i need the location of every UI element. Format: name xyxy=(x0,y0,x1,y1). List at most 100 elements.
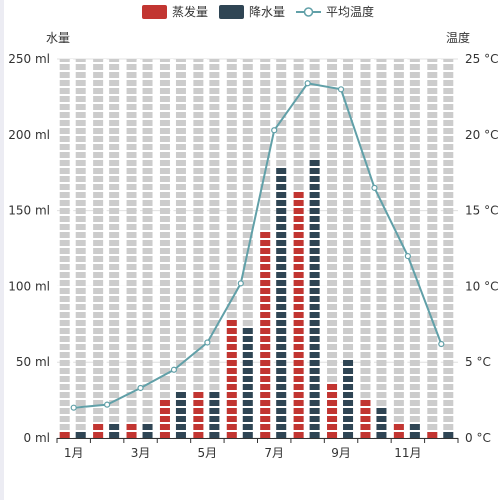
segment-gap xyxy=(57,174,458,176)
column-gap xyxy=(437,59,441,438)
temperature-point xyxy=(70,404,77,411)
column-gap xyxy=(270,59,274,438)
segment-gap xyxy=(57,302,458,304)
segment-gap xyxy=(57,246,458,248)
left-tick-label: 200 ml xyxy=(8,128,50,142)
segment-gap xyxy=(57,366,458,368)
temperature-point xyxy=(404,252,411,260)
segment-gap xyxy=(57,166,458,168)
background-bar xyxy=(409,59,420,438)
segment-gap xyxy=(57,94,458,96)
background-bar xyxy=(376,59,387,438)
segment-gap xyxy=(57,358,458,360)
right-tick-label: 5 °C xyxy=(465,355,491,369)
left-axis-title: 水量 xyxy=(46,31,70,45)
segment-gap xyxy=(57,78,458,80)
evaporation-bar xyxy=(226,320,237,438)
background-bar xyxy=(75,59,86,438)
column-gap xyxy=(404,59,408,438)
column-gap xyxy=(237,59,241,438)
segment-gap xyxy=(57,414,458,416)
segment-gap xyxy=(57,126,458,128)
evaporation-bar xyxy=(159,400,170,438)
segment-gap xyxy=(57,190,458,192)
segment-gap xyxy=(57,390,458,392)
segment-gap xyxy=(57,278,458,280)
segment-gap xyxy=(57,102,458,104)
background-bar xyxy=(443,59,454,438)
background-bar xyxy=(427,59,438,438)
right-tick-label: 10 °C xyxy=(465,279,498,293)
segment-gap xyxy=(57,382,458,384)
temperature-point xyxy=(204,339,211,346)
background-bar xyxy=(126,59,137,438)
temperature-point xyxy=(337,86,345,93)
segment-gap xyxy=(57,262,458,264)
temperature-point xyxy=(371,184,378,191)
legend-evaporation-label: 蒸发量 xyxy=(172,4,208,19)
segment-gap xyxy=(57,134,458,136)
segment-gap xyxy=(57,350,458,352)
right-tick-label: 0 °C xyxy=(465,431,491,445)
temperature-point xyxy=(304,80,311,87)
evaporation-bar xyxy=(59,432,70,438)
segment-gap xyxy=(57,422,458,424)
background-bar xyxy=(109,59,120,438)
precipitation-bar xyxy=(309,160,320,438)
left-tick-label: 50 ml xyxy=(16,355,50,369)
background-bar xyxy=(193,59,204,438)
legend-temperature-label: 平均温度 xyxy=(326,4,374,19)
right-tick-label: 25 °C xyxy=(465,52,498,66)
temperature-point xyxy=(104,401,111,408)
segment-gap xyxy=(57,326,458,328)
pictorial-gaps xyxy=(57,59,458,438)
segment-gap xyxy=(57,286,458,288)
background-bar xyxy=(360,59,371,438)
precipitation-bar xyxy=(75,432,86,438)
column-gap xyxy=(103,59,107,438)
column-gap xyxy=(370,59,374,438)
background-bars xyxy=(59,59,454,438)
x-tick-label: 11月 xyxy=(394,446,421,460)
background-bar xyxy=(142,59,153,438)
segment-gap xyxy=(57,182,458,184)
column-gap xyxy=(170,59,174,438)
legend-precipitation-label: 降水量 xyxy=(249,5,285,19)
temperature-point xyxy=(271,127,278,134)
segment-gap xyxy=(57,398,458,400)
segment-gap xyxy=(57,294,458,296)
segment-gap xyxy=(57,254,458,256)
precipitation-bar xyxy=(443,432,454,438)
segment-gap xyxy=(57,110,458,112)
evaporation-bar xyxy=(427,432,438,438)
evaporation-bar xyxy=(293,192,304,438)
background-bar xyxy=(393,59,404,438)
segment-gap xyxy=(57,230,458,232)
evaporation-bar xyxy=(327,384,338,438)
segment-gap xyxy=(57,406,458,408)
legend-temperature-marker xyxy=(303,7,314,17)
legend-evaporation-swatch xyxy=(142,5,167,19)
segment-gap xyxy=(57,310,458,312)
left-tick-label: 150 ml xyxy=(8,204,50,218)
segment-gap xyxy=(57,318,458,320)
x-tick-label: 9月 xyxy=(331,446,351,460)
segment-gap xyxy=(57,238,458,240)
column-gap xyxy=(304,59,308,438)
background-bar xyxy=(159,59,170,438)
segment-gap xyxy=(57,86,458,88)
page-edge-strip xyxy=(0,0,4,500)
temperature-line xyxy=(70,80,445,411)
axes: 0 ml 50 ml 100 ml 150 ml 200 ml 250 ml 0 °C 5 °… xyxy=(8,52,498,460)
segment-gap xyxy=(57,342,458,344)
x-tick-label: 1月 xyxy=(64,446,84,460)
segment-gap xyxy=(57,118,458,120)
right-axis-title: 温度 xyxy=(446,30,470,45)
background-bar xyxy=(226,59,237,438)
legend-precipitation-swatch xyxy=(219,5,244,19)
segment-gap xyxy=(57,158,458,160)
temperature-point xyxy=(137,384,144,392)
legend: 蒸发量 降水量 平均温度 xyxy=(142,4,374,19)
